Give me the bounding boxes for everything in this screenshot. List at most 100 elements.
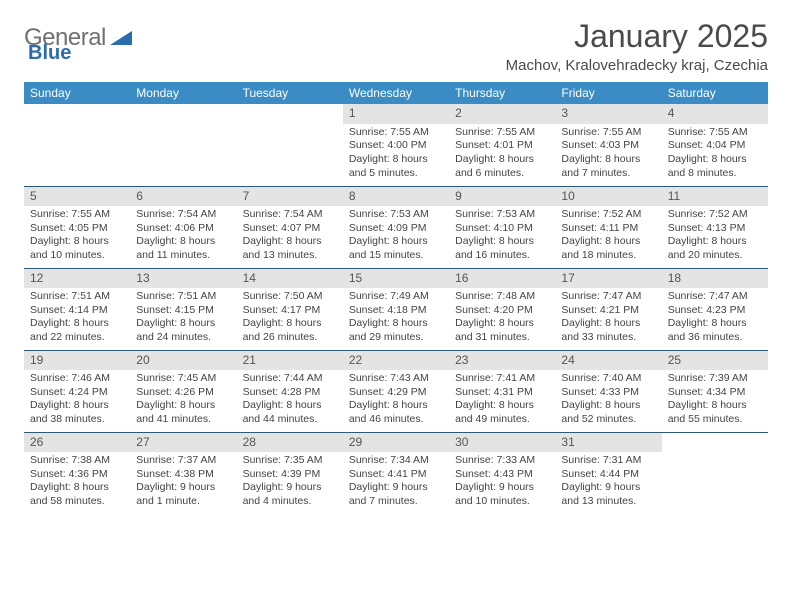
day-details: Sunrise: 7:48 AMSunset: 4:20 PMDaylight:… (449, 288, 555, 347)
daylight-text: Daylight: 9 hours and 10 minutes. (455, 481, 549, 508)
daylight-text: Daylight: 8 hours and 20 minutes. (668, 235, 762, 262)
day-number: 9 (449, 187, 555, 207)
sunrise-text: Sunrise: 7:43 AM (349, 372, 443, 386)
sunrise-text: Sunrise: 7:50 AM (243, 290, 337, 304)
daylight-text: Daylight: 9 hours and 1 minute. (136, 481, 230, 508)
page-subtitle: Machov, Kralovehradecky kraj, Czechia (506, 57, 768, 74)
day-number: 23 (449, 351, 555, 371)
calendar-day-cell: . (130, 104, 236, 186)
day-details: Sunrise: 7:53 AMSunset: 4:10 PMDaylight:… (449, 206, 555, 265)
sunset-text: Sunset: 4:04 PM (668, 139, 762, 153)
daylight-text: Daylight: 8 hours and 29 minutes. (349, 317, 443, 344)
daylight-text: Daylight: 8 hours and 16 minutes. (455, 235, 549, 262)
sunset-text: Sunset: 4:10 PM (455, 222, 549, 236)
sunrise-text: Sunrise: 7:45 AM (136, 372, 230, 386)
calendar-day-cell: 28Sunrise: 7:35 AMSunset: 4:39 PMDayligh… (237, 432, 343, 514)
sunset-text: Sunset: 4:07 PM (243, 222, 337, 236)
day-details: Sunrise: 7:55 AMSunset: 4:04 PMDaylight:… (662, 124, 768, 183)
sunset-text: Sunset: 4:17 PM (243, 304, 337, 318)
sunrise-text: Sunrise: 7:53 AM (349, 208, 443, 222)
sunset-text: Sunset: 4:09 PM (349, 222, 443, 236)
sunset-text: Sunset: 4:21 PM (561, 304, 655, 318)
calendar-week-row: ...1Sunrise: 7:55 AMSunset: 4:00 PMDayli… (24, 104, 768, 186)
day-details: Sunrise: 7:35 AMSunset: 4:39 PMDaylight:… (237, 452, 343, 511)
day-number: 28 (237, 433, 343, 453)
daylight-text: Daylight: 8 hours and 36 minutes. (668, 317, 762, 344)
logo-text-2: Blue (28, 42, 71, 65)
calendar-day-cell: 23Sunrise: 7:41 AMSunset: 4:31 PMDayligh… (449, 350, 555, 432)
sunrise-text: Sunrise: 7:38 AM (30, 454, 124, 468)
day-number: 2 (449, 104, 555, 124)
day-number: 29 (343, 433, 449, 453)
calendar-page: General January 2025 Machov, Kralovehrad… (0, 0, 792, 532)
sunset-text: Sunset: 4:44 PM (561, 468, 655, 482)
day-details: Sunrise: 7:55 AMSunset: 4:03 PMDaylight:… (555, 124, 661, 183)
day-details: Sunrise: 7:45 AMSunset: 4:26 PMDaylight:… (130, 370, 236, 429)
day-details: Sunrise: 7:46 AMSunset: 4:24 PMDaylight:… (24, 370, 130, 429)
sunrise-text: Sunrise: 7:54 AM (136, 208, 230, 222)
calendar-day-cell: . (662, 432, 768, 514)
day-number: 11 (662, 187, 768, 207)
sunrise-text: Sunrise: 7:37 AM (136, 454, 230, 468)
daylight-text: Daylight: 8 hours and 52 minutes. (561, 399, 655, 426)
sunrise-text: Sunrise: 7:55 AM (455, 126, 549, 140)
calendar-day-cell: 9Sunrise: 7:53 AMSunset: 4:10 PMDaylight… (449, 186, 555, 268)
sunrise-text: Sunrise: 7:47 AM (561, 290, 655, 304)
sunrise-text: Sunrise: 7:53 AM (455, 208, 549, 222)
calendar-week-row: 12Sunrise: 7:51 AMSunset: 4:14 PMDayligh… (24, 268, 768, 350)
sunrise-text: Sunrise: 7:52 AM (668, 208, 762, 222)
calendar-day-cell: 4Sunrise: 7:55 AMSunset: 4:04 PMDaylight… (662, 104, 768, 186)
calendar-day-cell: 6Sunrise: 7:54 AMSunset: 4:06 PMDaylight… (130, 186, 236, 268)
day-details: Sunrise: 7:47 AMSunset: 4:23 PMDaylight:… (662, 288, 768, 347)
day-number: 13 (130, 269, 236, 289)
calendar-week-row: 19Sunrise: 7:46 AMSunset: 4:24 PMDayligh… (24, 350, 768, 432)
sunset-text: Sunset: 4:24 PM (30, 386, 124, 400)
day-number: 22 (343, 351, 449, 371)
daylight-text: Daylight: 8 hours and 15 minutes. (349, 235, 443, 262)
calendar-day-cell: 5Sunrise: 7:55 AMSunset: 4:05 PMDaylight… (24, 186, 130, 268)
day-details: Sunrise: 7:55 AMSunset: 4:01 PMDaylight:… (449, 124, 555, 183)
calendar-day-cell: 31Sunrise: 7:31 AMSunset: 4:44 PMDayligh… (555, 432, 661, 514)
sunrise-text: Sunrise: 7:33 AM (455, 454, 549, 468)
sunset-text: Sunset: 4:05 PM (30, 222, 124, 236)
sunset-text: Sunset: 4:41 PM (349, 468, 443, 482)
sunrise-text: Sunrise: 7:35 AM (243, 454, 337, 468)
calendar-day-cell: 25Sunrise: 7:39 AMSunset: 4:34 PMDayligh… (662, 350, 768, 432)
day-number: 20 (130, 351, 236, 371)
day-number: 26 (24, 433, 130, 453)
day-header: Saturday (662, 82, 768, 104)
daylight-text: Daylight: 8 hours and 11 minutes. (136, 235, 230, 262)
daylight-text: Daylight: 9 hours and 4 minutes. (243, 481, 337, 508)
day-header: Thursday (449, 82, 555, 104)
sunset-text: Sunset: 4:23 PM (668, 304, 762, 318)
day-details: Sunrise: 7:51 AMSunset: 4:15 PMDaylight:… (130, 288, 236, 347)
day-header: Monday (130, 82, 236, 104)
sunset-text: Sunset: 4:39 PM (243, 468, 337, 482)
calendar-day-cell: 30Sunrise: 7:33 AMSunset: 4:43 PMDayligh… (449, 432, 555, 514)
daylight-text: Daylight: 8 hours and 7 minutes. (561, 153, 655, 180)
daylight-text: Daylight: 8 hours and 10 minutes. (30, 235, 124, 262)
calendar-day-cell: 3Sunrise: 7:55 AMSunset: 4:03 PMDaylight… (555, 104, 661, 186)
day-number: 24 (555, 351, 661, 371)
day-number: 18 (662, 269, 768, 289)
day-details: Sunrise: 7:41 AMSunset: 4:31 PMDaylight:… (449, 370, 555, 429)
calendar-day-cell: 15Sunrise: 7:49 AMSunset: 4:18 PMDayligh… (343, 268, 449, 350)
sunset-text: Sunset: 4:34 PM (668, 386, 762, 400)
daylight-text: Daylight: 8 hours and 46 minutes. (349, 399, 443, 426)
day-number: 31 (555, 433, 661, 453)
calendar-day-cell: 17Sunrise: 7:47 AMSunset: 4:21 PMDayligh… (555, 268, 661, 350)
day-details: Sunrise: 7:55 AMSunset: 4:00 PMDaylight:… (343, 124, 449, 183)
day-details: Sunrise: 7:52 AMSunset: 4:11 PMDaylight:… (555, 206, 661, 265)
daylight-text: Daylight: 8 hours and 31 minutes. (455, 317, 549, 344)
day-details: Sunrise: 7:49 AMSunset: 4:18 PMDaylight:… (343, 288, 449, 347)
day-number: 30 (449, 433, 555, 453)
day-details: Sunrise: 7:53 AMSunset: 4:09 PMDaylight:… (343, 206, 449, 265)
daylight-text: Daylight: 8 hours and 58 minutes. (30, 481, 124, 508)
day-details: Sunrise: 7:37 AMSunset: 4:38 PMDaylight:… (130, 452, 236, 511)
calendar-day-cell: 8Sunrise: 7:53 AMSunset: 4:09 PMDaylight… (343, 186, 449, 268)
sunset-text: Sunset: 4:03 PM (561, 139, 655, 153)
day-number: 12 (24, 269, 130, 289)
sunset-text: Sunset: 4:06 PM (136, 222, 230, 236)
day-details: Sunrise: 7:51 AMSunset: 4:14 PMDaylight:… (24, 288, 130, 347)
sunset-text: Sunset: 4:15 PM (136, 304, 230, 318)
